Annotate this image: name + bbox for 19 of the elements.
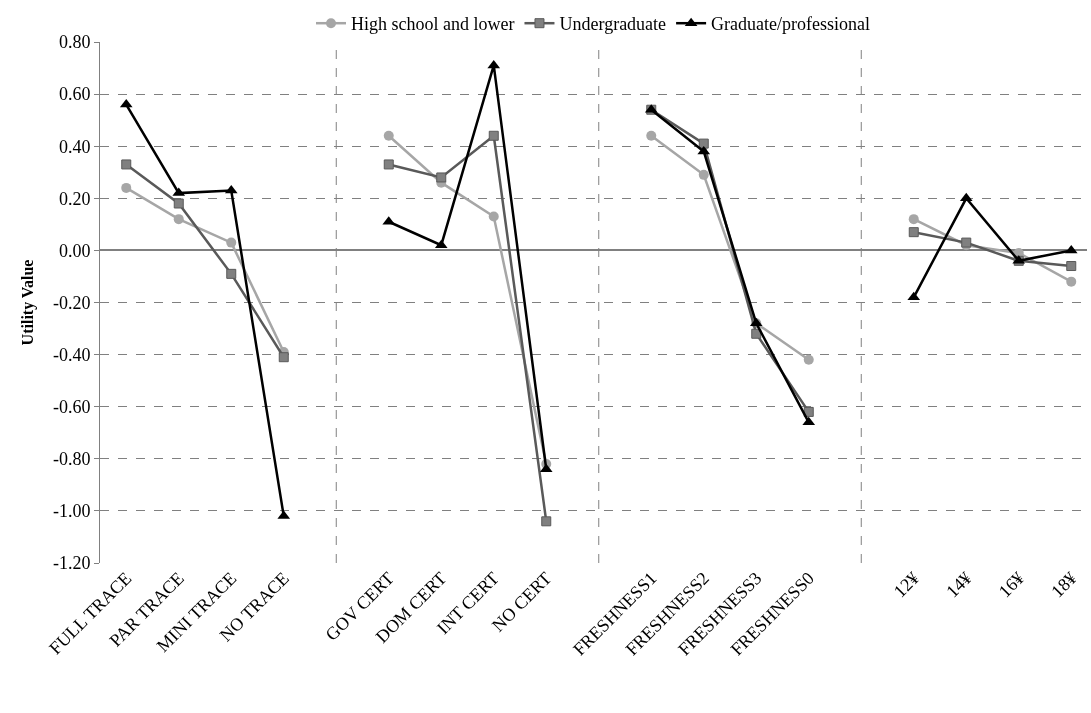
y-tick-label: -0.80: [52, 449, 91, 470]
legend-label: Undergraduate: [559, 14, 667, 35]
y-tick-label: 0.00: [58, 240, 91, 261]
y-tick-label: -0.60: [52, 397, 91, 417]
y-tick-label: -0.20: [52, 292, 91, 313]
y-axis-title: Utility Value: [18, 259, 37, 346]
y-tick-label: 0.40: [58, 136, 91, 157]
y-tick-label: -1.00: [52, 501, 91, 522]
x-tick-label: 16¥: [994, 568, 1028, 602]
y-tick-label: 0.80: [58, 32, 91, 53]
y-tick-label: -0.40: [52, 344, 91, 365]
x-tick-label: 14¥: [942, 568, 976, 602]
x-tick-label: 18¥: [1047, 568, 1081, 602]
legend-label: High school and lower: [351, 14, 515, 35]
y-tick-label: 0.60: [58, 84, 91, 105]
y-tick-label: 0.20: [58, 188, 91, 209]
x-tick-label: 12¥: [889, 568, 923, 602]
legend-label: Graduate/professional: [711, 14, 871, 35]
y-tick-label: -1.20: [52, 553, 91, 574]
